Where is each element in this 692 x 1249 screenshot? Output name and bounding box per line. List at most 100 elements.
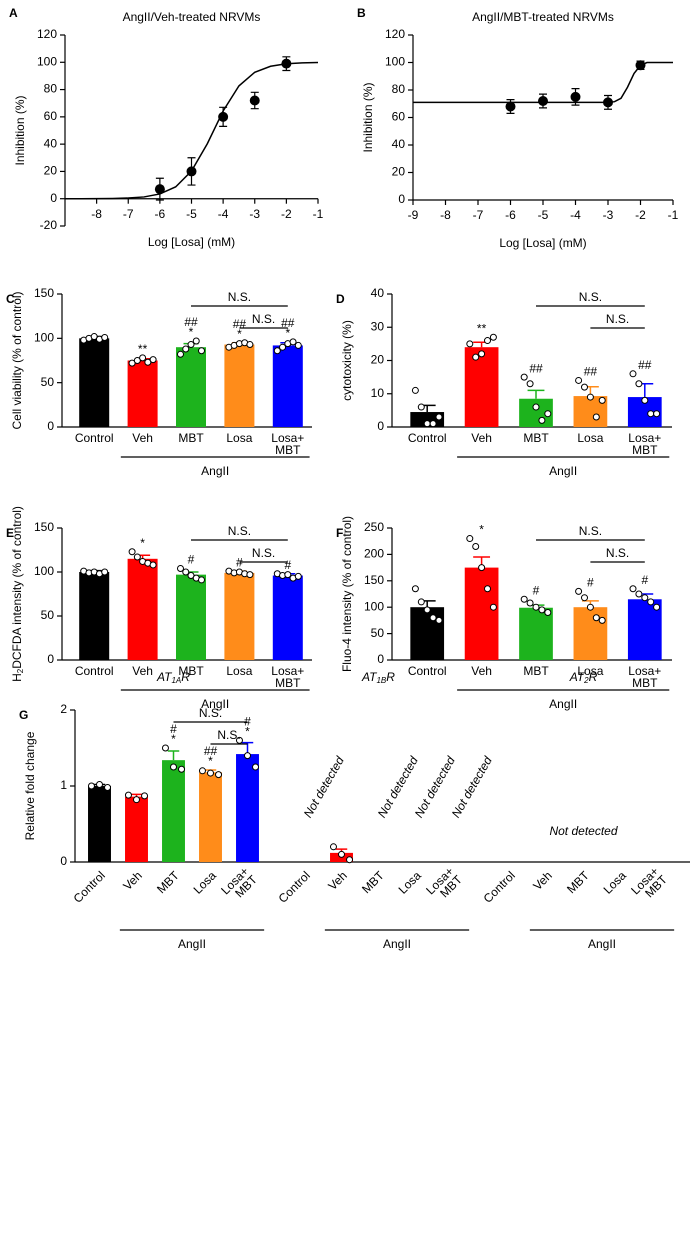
data-point — [141, 792, 149, 800]
significance-label: # — [244, 715, 251, 729]
data-point — [629, 370, 637, 378]
group-name-part: R — [181, 670, 190, 684]
data-point — [592, 614, 600, 622]
significance-label: # — [641, 573, 648, 587]
data-point — [101, 568, 109, 576]
bar — [88, 786, 111, 862]
significance-label: * — [208, 754, 213, 768]
data-point — [429, 420, 437, 428]
y-axis-label: Fluo-4 intensity (% of control) — [340, 516, 354, 672]
x-tick-label: -8 — [440, 208, 451, 222]
y-tick-label: 0 — [50, 191, 57, 205]
data-point — [279, 343, 287, 351]
data-point — [149, 561, 157, 569]
x-tick-label: Control — [481, 868, 518, 905]
data-point — [139, 354, 147, 362]
group-name: AT2R — [569, 670, 598, 685]
x-tick-label: Veh — [530, 868, 555, 893]
data-point — [246, 571, 254, 579]
significance-label: # — [188, 553, 195, 567]
data-point — [520, 373, 528, 381]
x-tick-label: -5 — [186, 207, 197, 221]
data-point — [570, 91, 581, 102]
y-tick-label: 100 — [34, 564, 54, 578]
bar — [224, 344, 255, 427]
data-point — [489, 603, 497, 611]
data-point — [653, 410, 661, 418]
bar — [79, 338, 110, 427]
data-point — [87, 782, 95, 790]
x-tick-label: -3 — [603, 208, 614, 222]
data-point — [176, 350, 184, 358]
y-axis-label-part: H — [10, 673, 24, 682]
bar — [272, 575, 303, 660]
y-tick-label: 80 — [392, 82, 406, 96]
x-tick-label: Losa+MBT — [271, 431, 304, 457]
data-point — [635, 380, 643, 388]
y-tick-label: 120 — [37, 27, 57, 41]
significance-label: * — [245, 725, 250, 739]
data-point — [198, 767, 206, 775]
bar — [79, 572, 110, 660]
bar — [464, 567, 499, 660]
data-point — [161, 744, 169, 752]
x-tick-label: Losa — [577, 431, 603, 445]
group-name-part: AT — [569, 670, 586, 684]
data-point — [629, 585, 637, 593]
y-tick-label: 60 — [44, 109, 58, 123]
bar — [199, 772, 222, 862]
data-point — [586, 603, 594, 611]
data-point — [526, 599, 534, 607]
panel-letter: B — [357, 6, 366, 20]
x-tick-label: Veh — [471, 664, 492, 678]
data-point — [207, 769, 214, 777]
data-point — [124, 791, 132, 799]
y-tick-label: 0 — [47, 652, 54, 666]
data-point — [429, 614, 437, 622]
data-point — [417, 598, 425, 606]
x-tick-label: Veh — [120, 868, 145, 893]
x-tick-label: -9 — [408, 208, 419, 222]
y-tick-label: 0 — [377, 652, 384, 666]
x-tick-label-line: MBT — [275, 676, 301, 690]
data-point — [244, 752, 251, 760]
data-point — [586, 393, 594, 401]
data-point — [575, 376, 583, 384]
x-axis-label: Log [Losa] (mM) — [148, 235, 235, 249]
y-tick-label: 40 — [392, 137, 406, 151]
data-point — [198, 576, 206, 584]
bracket-label: N.S. — [606, 312, 629, 326]
y-tick-label: 80 — [44, 82, 58, 96]
y-tick-label: 50 — [41, 375, 55, 389]
bracket-label: N.S. — [579, 290, 602, 304]
bar — [410, 607, 445, 660]
data-point — [478, 564, 486, 572]
bracket-label: N.S. — [252, 312, 275, 326]
data-point — [641, 396, 649, 404]
data-point — [294, 572, 302, 580]
y-tick-label: 200 — [364, 547, 384, 561]
data-point — [592, 413, 600, 421]
bracket-label: N.S. — [217, 728, 240, 742]
data-point — [435, 413, 443, 421]
panel-letter: C — [6, 292, 15, 306]
bar — [125, 796, 148, 862]
x-tick-label: Losa+MBT — [628, 431, 661, 457]
data-point — [472, 542, 480, 550]
data-point — [538, 606, 546, 614]
group-name-part: 1B — [376, 676, 386, 685]
x-tick-label: Losa — [226, 664, 252, 678]
group-name-part: AT — [156, 670, 173, 684]
data-point — [192, 337, 200, 345]
y-tick-label: 150 — [34, 286, 54, 300]
significance-label: ## — [184, 315, 198, 329]
data-point — [635, 60, 646, 71]
group-name: AT1AR — [156, 670, 190, 685]
x-tick-label: Control — [276, 868, 313, 905]
y-tick-label: 0 — [47, 419, 54, 433]
data-point — [532, 403, 540, 411]
y-tick-label: 0 — [398, 192, 405, 206]
significance-label: # — [170, 722, 177, 736]
data-point — [647, 410, 655, 418]
bar — [573, 607, 608, 660]
